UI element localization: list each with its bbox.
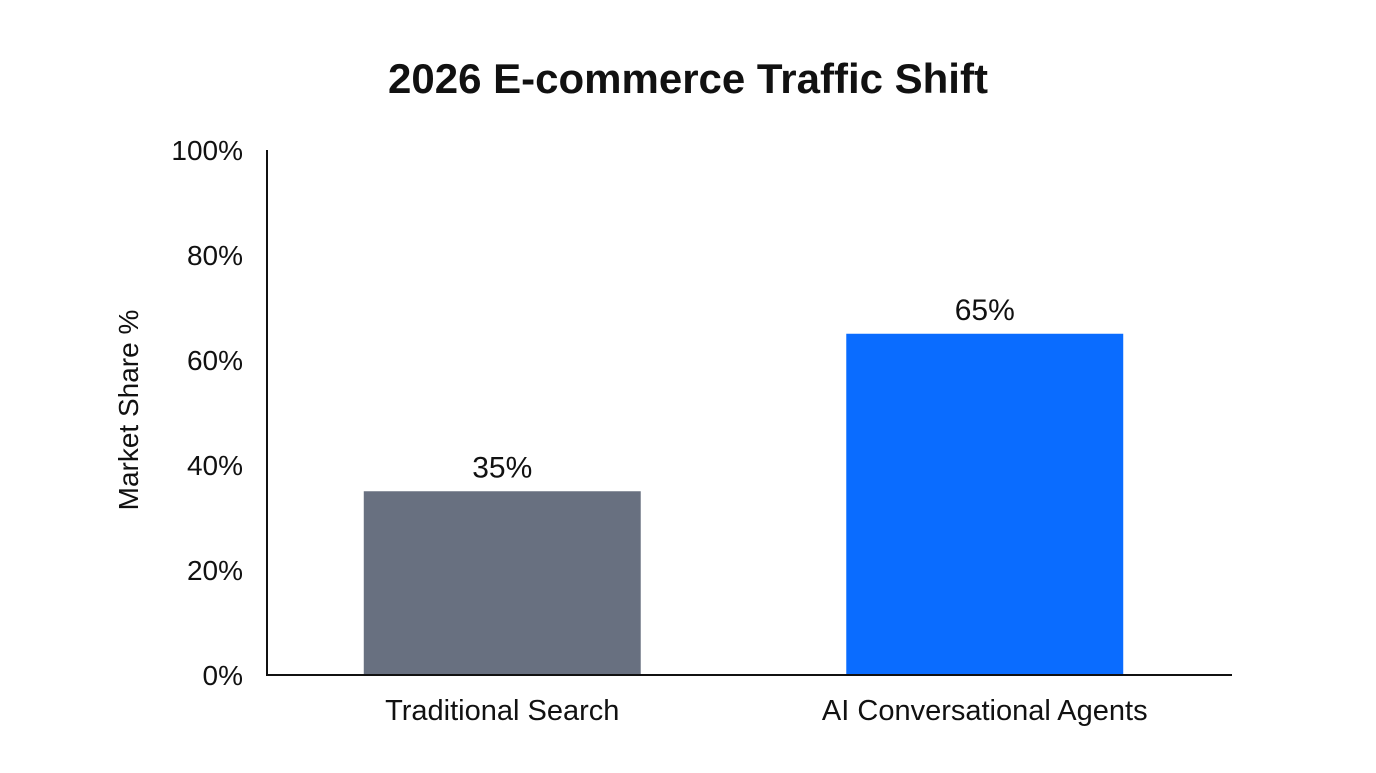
y-tick-label: 80%	[187, 240, 243, 271]
y-tick-label: 20%	[187, 555, 243, 586]
x-tick-label: AI Conversational Agents	[822, 695, 1148, 727]
bar-value-label: 35%	[472, 451, 532, 484]
y-axis-label: Market Share %	[113, 310, 144, 511]
bar	[363, 491, 641, 675]
bar-value-label: 65%	[955, 294, 1015, 327]
y-tick-label: 100%	[171, 135, 243, 166]
x-tick-label: Traditional Search	[385, 695, 619, 727]
bar	[846, 333, 1124, 675]
chart-title: 2026 E-commerce Traffic Shift	[388, 55, 988, 102]
y-tick-label: 40%	[187, 450, 243, 481]
y-tick-label: 60%	[187, 345, 243, 376]
y-tick-label: 0%	[203, 660, 243, 691]
